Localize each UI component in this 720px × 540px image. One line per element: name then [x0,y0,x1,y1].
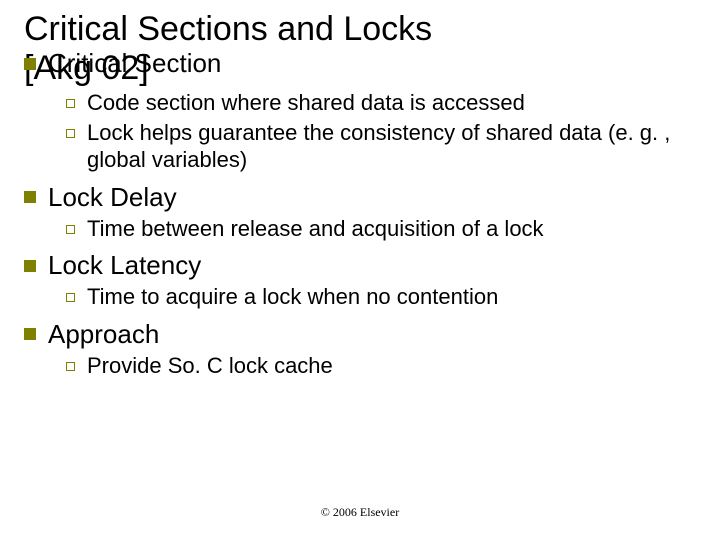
list-item: Time to acquire a lock when no contentio… [66,283,696,311]
section-1-item-0: Time between release and acquisition of … [87,215,544,243]
hollow-square-bullet-icon [66,362,75,371]
title-block: Critical Sections and Locks [Akg 02] Cri… [24,10,696,83]
section-2-item-0: Time to acquire a lock when no contentio… [87,283,498,311]
section-0-heading-overlay: Critical Section [24,49,221,79]
title-line1: Critical Sections and Locks [24,10,696,49]
section-3-heading-row: Approach [24,319,696,350]
section-0-heading: Critical Section [48,49,221,79]
list-item: Code section where shared data is access… [66,89,696,117]
square-bullet-icon [24,58,36,70]
section-3-item-0: Provide So. C lock cache [87,352,333,380]
title-overlay-row: [Akg 02] Critical Section [24,49,696,83]
section-2-heading: Lock Latency [48,250,201,281]
hollow-square-bullet-icon [66,99,75,108]
section-0-item-1: Lock helps guarantee the consistency of … [87,119,696,174]
square-bullet-icon [24,260,36,272]
section-0-item-0: Code section where shared data is access… [87,89,525,117]
slide: Critical Sections and Locks [Akg 02] Cri… [0,0,720,540]
list-item: Lock helps guarantee the consistency of … [66,119,696,174]
section-2-heading-row: Lock Latency [24,250,696,281]
hollow-square-bullet-icon [66,293,75,302]
list-item: Time between release and acquisition of … [66,215,696,243]
hollow-square-bullet-icon [66,129,75,138]
section-3-heading: Approach [48,319,159,350]
square-bullet-icon [24,191,36,203]
hollow-square-bullet-icon [66,225,75,234]
square-bullet-icon [24,328,36,340]
list-item: Provide So. C lock cache [66,352,696,380]
section-1-heading-row: Lock Delay [24,182,696,213]
section-1-heading: Lock Delay [48,182,177,213]
footer-copyright: © 2006 Elsevier [0,505,720,520]
